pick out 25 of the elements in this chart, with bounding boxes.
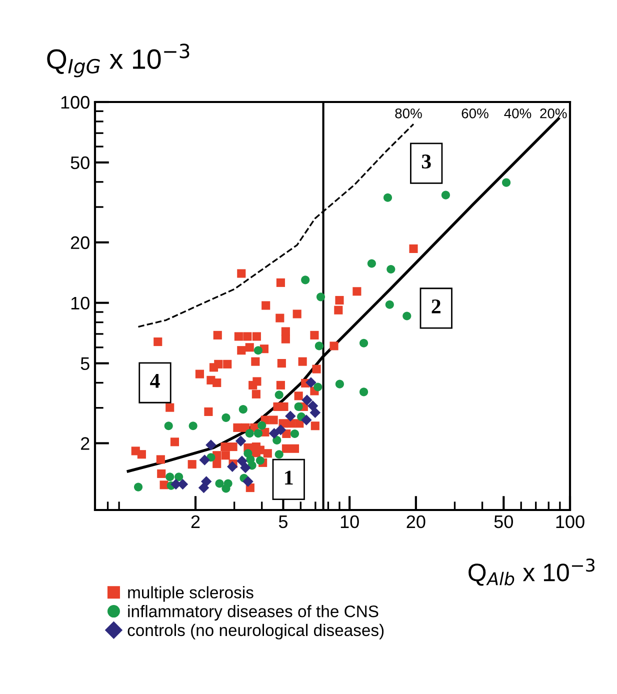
- legend-label: inflammatory diseases of the CNS: [128, 605, 378, 621]
- x-tick-label: 20: [406, 515, 426, 528]
- y-tick-label: 20: [70, 236, 90, 250]
- y-tick-label: 50: [70, 156, 90, 170]
- x-tick-label: 10: [340, 515, 359, 528]
- annotation: 3: [422, 154, 431, 169]
- x-tick-label: 5: [278, 516, 288, 528]
- annotation: 1: [285, 470, 293, 484]
- y-tick-label: 5: [80, 357, 90, 370]
- annotation: 80%: [395, 108, 422, 118]
- x-tick-label: 100: [556, 515, 584, 528]
- annotation: 20%: [540, 108, 567, 118]
- y-axis-title: Q$_{IgG}$ x 10$^{−3}$: [47, 44, 190, 78]
- y-tick-label: 100: [61, 96, 90, 109]
- legend-label: controls (no neurological diseases): [128, 624, 384, 640]
- legend-label: multiple sclerosis: [128, 586, 254, 602]
- annotation: 2: [432, 299, 440, 314]
- annotation: 60%: [462, 108, 488, 118]
- x-tick-label: 50: [494, 515, 513, 528]
- y-tick-label: 2: [81, 437, 90, 450]
- annotation: 40%: [504, 108, 532, 118]
- x-tick-label: 2: [191, 515, 200, 528]
- x-axis-title: Q$_{Alb}$ x 10$^{−3}$: [468, 558, 595, 586]
- annotation: 4: [150, 374, 160, 388]
- y-tick-label: 10: [71, 296, 90, 310]
